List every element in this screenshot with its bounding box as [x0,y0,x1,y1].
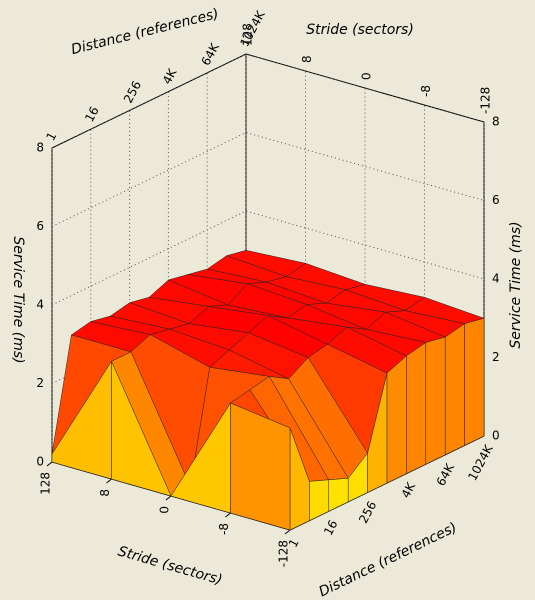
grid-line [129,110,368,493]
z-tick-label: 8 [492,115,500,129]
x-tick-label-top: 0 [360,72,374,80]
grid-line [51,131,485,227]
tick [165,495,172,501]
surface-skirt [386,355,407,484]
z-axis-title-right: Service Time (ms) [508,221,524,348]
grid-line [51,148,291,531]
surface-skirt [309,479,330,521]
y-tick-label-top: 16 [82,104,102,124]
z-tick-label: 0 [492,429,500,443]
z-tick-label: 2 [492,350,500,364]
z-tick-label: 2 [36,376,44,390]
grid-line [90,129,329,512]
surface-skirt [406,342,427,474]
z-tick-label: 6 [492,193,500,207]
y-tick-label-top: 1 [43,130,59,143]
grid-line [289,122,485,531]
x-tick-label: -8 [217,523,231,535]
y-tick-label-top: 4K [160,65,180,86]
x-tick-label-top: -128 [479,87,493,114]
x-tick-label: -128 [277,540,291,567]
z-axis-title: Service Time (ms) [10,236,26,363]
surface-skirt [230,402,291,531]
grid-line [111,71,306,480]
x-tick-label: 0 [158,506,172,514]
tick [225,512,231,518]
y-tick-label: 64K [434,460,458,488]
tick [46,461,53,467]
x-axis-title: Stride (sectors) [116,543,224,588]
x-tick-label-top: 8 [300,55,314,63]
tick [106,478,112,484]
y-tick-label: 4K [398,479,418,500]
x-tick-label: 8 [98,489,112,497]
surface-skirt [328,478,349,512]
tick [284,529,291,535]
z-tick-label: 8 [36,141,44,155]
z-tick-label: 0 [36,455,44,469]
y-tick-label: 1024K [465,441,496,482]
x-tick-label: 128 [39,472,53,495]
grid-line [170,88,366,497]
x-axis-title-top: Stride (sectors) [306,22,414,38]
z-tick-label: 4 [492,272,500,286]
x-tick-label-top: 128 [241,23,255,46]
grid-line [230,105,425,514]
y-tick-label-top: 256 [121,79,144,106]
grid-line [245,54,485,437]
z-tick-label: 6 [36,219,44,233]
surface-skirt [425,336,446,465]
y-tick-label: 16 [321,518,341,538]
surface-skirt [444,323,465,456]
grid-line [167,91,407,475]
grid-line [51,210,485,306]
y-axis-title-top: Distance (references) [70,6,221,58]
y-tick-label-top: 64K [199,40,223,68]
z-tick-label: 4 [36,298,44,312]
grid-line [51,53,485,149]
y-tick-label: 256 [356,499,379,526]
surface-skirt [464,317,485,446]
surface-skirt [111,361,172,497]
x-tick-label-top: -8 [419,85,433,97]
grid-line [206,72,446,456]
y-axis-title: Distance (references) [316,520,459,600]
